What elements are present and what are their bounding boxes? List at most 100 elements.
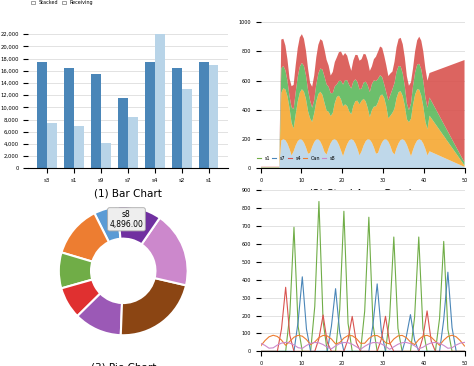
s4 bbox=[457, 349, 463, 354]
s7 bbox=[399, 349, 405, 354]
s4 bbox=[437, 349, 442, 354]
s4 bbox=[453, 349, 459, 354]
s8 bbox=[349, 342, 355, 346]
s4 bbox=[433, 349, 438, 354]
Bar bbox=[128, 116, 137, 168]
s1 bbox=[295, 324, 301, 329]
s7 bbox=[337, 330, 343, 335]
Bar bbox=[118, 98, 128, 168]
s7 bbox=[412, 338, 418, 343]
Can bbox=[337, 340, 343, 345]
Bar bbox=[91, 74, 101, 168]
Can bbox=[341, 336, 347, 340]
Can bbox=[449, 333, 455, 337]
s7 bbox=[374, 282, 380, 286]
s7 bbox=[403, 335, 409, 339]
Can bbox=[403, 335, 409, 340]
Can bbox=[262, 339, 268, 343]
s8 bbox=[337, 341, 343, 346]
s4 bbox=[445, 349, 451, 354]
Can bbox=[445, 334, 451, 339]
Legend: Grouped, Stacked, Spending, Receiving: Grouped, Stacked, Spending, Receiving bbox=[29, 0, 95, 7]
s1 bbox=[320, 319, 326, 324]
s4 bbox=[283, 285, 289, 290]
Can bbox=[370, 333, 376, 338]
s4 bbox=[291, 349, 297, 354]
Can bbox=[270, 333, 276, 337]
Can bbox=[457, 339, 463, 343]
s7 bbox=[428, 349, 434, 354]
s4 bbox=[279, 327, 284, 331]
Can bbox=[428, 335, 434, 339]
s7 bbox=[300, 274, 305, 279]
s1 bbox=[366, 215, 372, 219]
Can bbox=[412, 343, 418, 347]
s4 bbox=[395, 349, 401, 354]
s8 bbox=[370, 340, 376, 345]
s4 bbox=[274, 349, 280, 354]
s1 bbox=[449, 349, 455, 354]
s1 bbox=[316, 199, 322, 203]
Can bbox=[333, 342, 338, 346]
Can bbox=[320, 333, 326, 337]
s4 bbox=[370, 349, 376, 354]
s1 bbox=[304, 349, 310, 354]
s7 bbox=[457, 349, 463, 354]
s4 bbox=[300, 349, 305, 354]
s7 bbox=[279, 349, 284, 354]
Can bbox=[433, 339, 438, 344]
s4 bbox=[366, 349, 372, 354]
Can bbox=[279, 338, 284, 342]
s1 bbox=[453, 349, 459, 354]
s8 bbox=[295, 346, 301, 350]
s4 bbox=[270, 349, 276, 354]
s8 bbox=[308, 341, 313, 346]
s8 bbox=[403, 340, 409, 345]
s1 bbox=[437, 316, 442, 321]
s7 bbox=[420, 349, 426, 354]
Legend: Stacked, Stream, Expanded, s0, s3, s6, s7, s1, s4, s2: Stacked, Stream, Expanded, s0, s3, s6, s… bbox=[255, 0, 346, 1]
s1 bbox=[354, 349, 359, 354]
s1 bbox=[424, 349, 430, 354]
s8 bbox=[312, 340, 318, 345]
s1 bbox=[420, 326, 426, 331]
Legend: s1, s7, s4, Can, s8: s1, s7, s4, Can, s8 bbox=[255, 154, 337, 163]
Line: Can: Can bbox=[261, 335, 465, 346]
Can bbox=[291, 335, 297, 339]
s4 bbox=[441, 349, 447, 354]
Can bbox=[437, 343, 442, 347]
s4 bbox=[349, 314, 355, 318]
Can bbox=[354, 336, 359, 341]
Can bbox=[349, 333, 355, 338]
Can bbox=[453, 335, 459, 339]
s8 bbox=[449, 346, 455, 350]
s8 bbox=[399, 340, 405, 345]
s1 bbox=[374, 349, 380, 354]
s7 bbox=[349, 349, 355, 354]
s4 bbox=[258, 349, 264, 354]
s7 bbox=[395, 349, 401, 354]
s4 bbox=[383, 314, 388, 318]
X-axis label: (3) Pie Chart: (3) Pie Chart bbox=[91, 362, 156, 366]
Bar bbox=[199, 61, 209, 168]
s4 bbox=[391, 349, 397, 354]
s7 bbox=[449, 325, 455, 330]
s8 bbox=[324, 345, 330, 350]
Bar bbox=[172, 68, 182, 168]
Bar bbox=[155, 34, 164, 168]
Can bbox=[441, 338, 447, 342]
s1 bbox=[324, 349, 330, 354]
s8 bbox=[358, 347, 364, 352]
s7 bbox=[308, 349, 313, 354]
Wedge shape bbox=[94, 207, 120, 242]
s4 bbox=[354, 340, 359, 345]
Can bbox=[258, 344, 264, 348]
s1 bbox=[362, 309, 367, 313]
s7 bbox=[441, 317, 447, 322]
s4 bbox=[428, 339, 434, 343]
s1 bbox=[428, 349, 434, 354]
s4 bbox=[378, 337, 384, 341]
s1 bbox=[266, 349, 272, 354]
s1 bbox=[274, 349, 280, 354]
s1 bbox=[291, 225, 297, 229]
